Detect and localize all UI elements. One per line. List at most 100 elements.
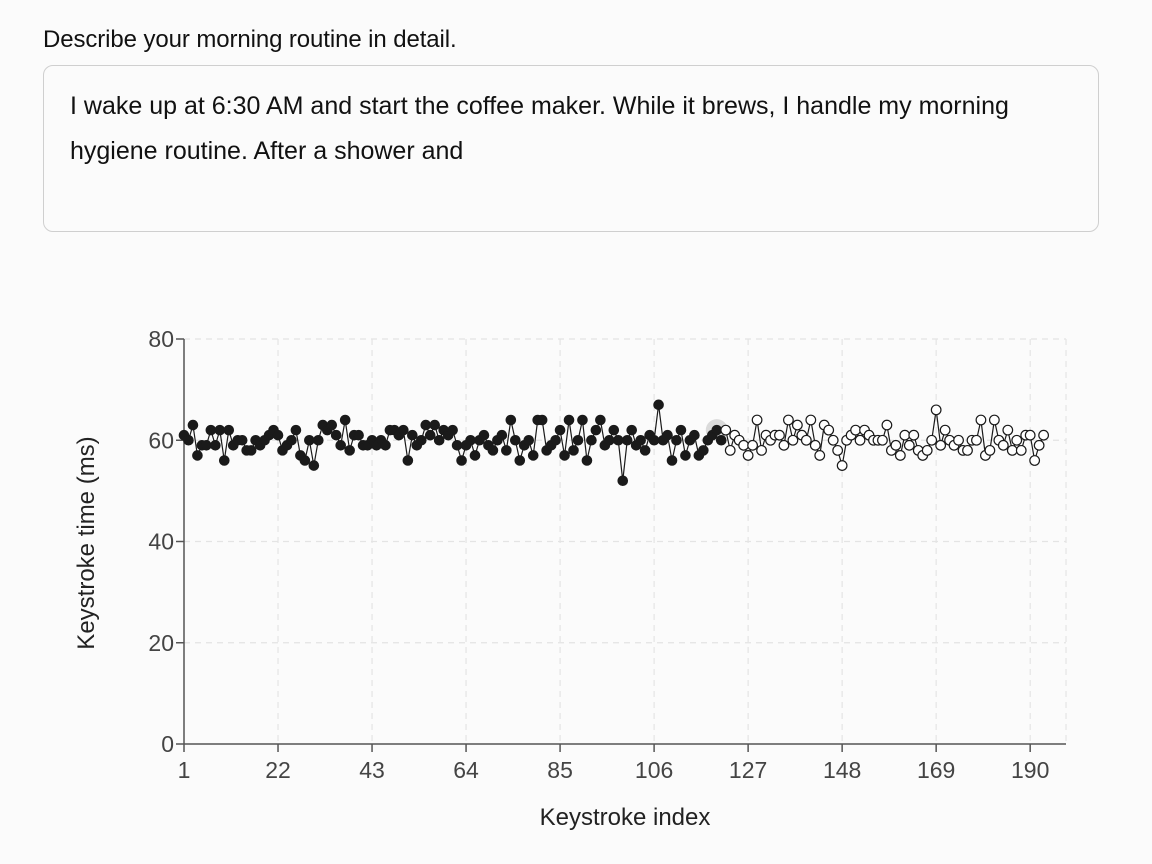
upcoming-keystroke-point bbox=[930, 404, 942, 416]
typed-keystroke-point bbox=[272, 429, 284, 441]
typed-keystroke-point bbox=[675, 424, 687, 436]
typed-keystroke-point bbox=[290, 424, 302, 436]
upcoming-keystroke-point bbox=[877, 434, 888, 446]
upcoming-keystroke-point bbox=[953, 434, 964, 446]
typed-keystroke-point bbox=[563, 414, 575, 426]
upcoming-keystroke-point bbox=[926, 434, 938, 446]
typed-keystroke-point bbox=[286, 434, 297, 446]
typed-keystroke-point bbox=[380, 440, 391, 451]
typed-keystroke-point bbox=[308, 460, 320, 471]
upcoming-keystroke-point bbox=[787, 434, 799, 446]
typed-keystroke-point bbox=[554, 424, 566, 436]
x-axis-label: Keystroke index bbox=[540, 804, 711, 831]
y-tick-label: 0 bbox=[161, 731, 174, 757]
typed-keystroke-point bbox=[501, 445, 512, 456]
upcoming-keystroke-point bbox=[814, 450, 826, 461]
typed-keystroke-point bbox=[527, 450, 539, 461]
typed-keystroke-point bbox=[487, 445, 499, 456]
upcoming-keystroke-point bbox=[742, 450, 754, 461]
keystroke-chart: 0 20 40 60 80 1 22 43 64 85 106 127 148 169 190 Keystr… bbox=[0, 250, 1152, 864]
typed-keystroke-point bbox=[608, 424, 620, 436]
upcoming-keystroke-point bbox=[962, 444, 973, 456]
upcoming-keystroke-point bbox=[899, 429, 911, 441]
typed-keystroke-point bbox=[402, 455, 414, 466]
typed-keystroke-point bbox=[407, 429, 418, 441]
typed-keystroke-point bbox=[510, 434, 521, 446]
typed-keystroke-point bbox=[214, 424, 226, 436]
typed-keystroke-point bbox=[420, 419, 432, 431]
typed-keystroke-point bbox=[662, 429, 673, 441]
x-tick-label: 169 bbox=[917, 757, 955, 783]
upcoming-keystroke-point bbox=[1024, 429, 1036, 441]
upcoming-keystroke-point bbox=[997, 439, 1009, 451]
typed-keystroke-point bbox=[183, 434, 194, 446]
typed-keystroke-point bbox=[626, 424, 638, 436]
typed-keystroke-point bbox=[572, 434, 584, 446]
y-tick-label: 60 bbox=[148, 427, 174, 453]
typed-keystroke-point bbox=[339, 414, 351, 426]
y-tick-label: 40 bbox=[148, 529, 174, 555]
upcoming-keystroke-point bbox=[1029, 455, 1041, 466]
typed-keystroke-point bbox=[496, 429, 508, 441]
typed-keystroke-point bbox=[586, 434, 597, 446]
upcoming-keystroke-point bbox=[756, 444, 767, 456]
question-label: Describe your morning routine in detail. bbox=[43, 26, 457, 53]
x-tick-label: 148 bbox=[823, 757, 861, 783]
typed-keystroke-point bbox=[398, 424, 409, 436]
grid-layer bbox=[184, 338, 1067, 744]
typed-keystroke-point bbox=[536, 414, 548, 426]
upcoming-keystroke-point bbox=[832, 444, 844, 456]
upcoming-keystroke-point bbox=[805, 414, 817, 426]
typed-keystroke-point bbox=[353, 429, 364, 441]
typed-keystroke-point bbox=[205, 424, 217, 436]
typed-keystroke-point bbox=[581, 455, 593, 466]
point-layer bbox=[178, 399, 1050, 487]
upcoming-keystroke-point bbox=[903, 439, 915, 451]
typed-keystroke-point bbox=[648, 434, 660, 446]
keystroke-chart-svg: 0 20 40 60 80 1 22 43 64 85 106 127 148 169 190 Keystr… bbox=[73, 326, 1067, 831]
upcoming-keystroke-point bbox=[738, 439, 750, 451]
upcoming-keystroke-point bbox=[850, 424, 861, 436]
x-tick-label: 64 bbox=[453, 757, 479, 783]
typed-keystroke-point bbox=[653, 399, 664, 411]
typed-keystroke-point bbox=[330, 429, 342, 441]
typed-keystroke-point bbox=[671, 434, 682, 446]
typed-keystroke-point bbox=[223, 424, 235, 436]
upcoming-keystroke-point bbox=[975, 414, 987, 426]
upcoming-keystroke-point bbox=[854, 434, 866, 446]
typed-keystroke-point bbox=[187, 419, 199, 431]
typed-keystroke-point bbox=[429, 419, 441, 431]
upcoming-keystroke-point bbox=[774, 429, 785, 441]
upcoming-keystroke-point bbox=[939, 424, 951, 436]
typed-keystroke-point bbox=[635, 434, 646, 446]
upcoming-keystroke-point bbox=[881, 419, 893, 431]
upcoming-keystroke-point bbox=[908, 429, 920, 441]
typed-keystroke-point bbox=[210, 440, 221, 451]
typed-keystroke-point bbox=[245, 445, 257, 456]
typed-keystroke-point bbox=[451, 440, 463, 451]
answer-textarea[interactable]: I wake up at 6:30 AM and start the coffe… bbox=[43, 65, 1099, 232]
x-tick-label: 1 bbox=[178, 757, 191, 783]
upcoming-keystroke-point bbox=[783, 414, 794, 426]
typed-keystroke-point bbox=[447, 424, 458, 436]
typed-keystroke-point bbox=[604, 434, 615, 446]
upcoming-keystroke-point bbox=[894, 450, 906, 461]
typed-keystroke-point bbox=[415, 434, 427, 446]
upcoming-keystroke-point bbox=[1006, 444, 1018, 456]
typed-keystroke-point bbox=[550, 434, 561, 446]
y-tick-label: 80 bbox=[148, 326, 174, 352]
upcoming-keystroke-point bbox=[836, 460, 848, 471]
upcoming-keystroke-point bbox=[1038, 429, 1050, 441]
typed-keystroke-point bbox=[698, 445, 709, 456]
typed-keystroke-point bbox=[666, 455, 678, 466]
typed-keystroke-point bbox=[621, 434, 633, 446]
upcoming-keystroke-point bbox=[1015, 444, 1027, 456]
typed-keystroke-point bbox=[505, 414, 517, 426]
upcoming-keystroke-point bbox=[747, 439, 758, 451]
upcoming-keystroke-point bbox=[800, 434, 812, 446]
typed-keystroke-point bbox=[559, 450, 570, 461]
typed-keystroke-point bbox=[465, 434, 476, 446]
typed-keystroke-point bbox=[218, 455, 230, 466]
x-tick-label: 106 bbox=[635, 757, 673, 783]
upcoming-keystroke-point bbox=[890, 439, 902, 451]
